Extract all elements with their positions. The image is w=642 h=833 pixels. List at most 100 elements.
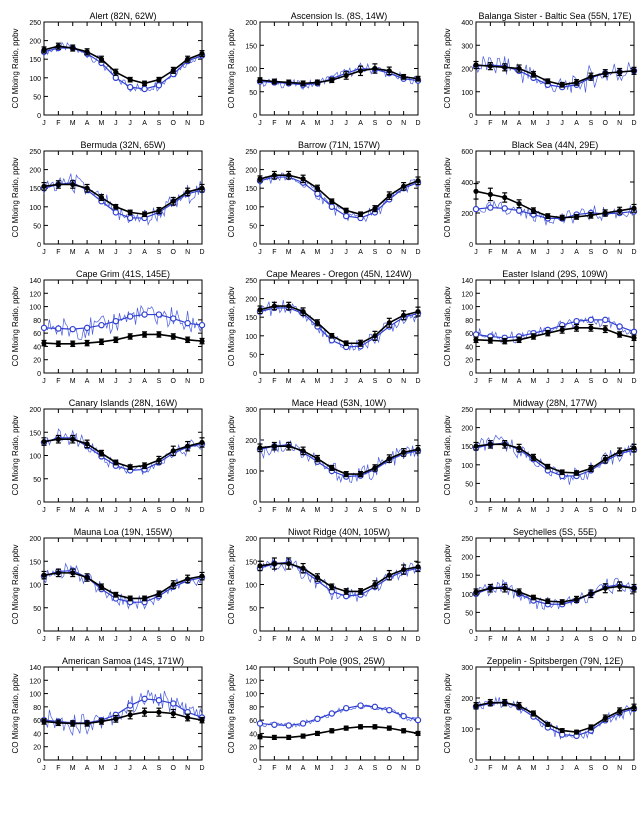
svg-text:0: 0 bbox=[253, 242, 257, 249]
svg-text:250: 250 bbox=[29, 20, 41, 27]
chart-panel: American Samoa (14S, 171W)CO Mixing Rati… bbox=[8, 653, 218, 778]
svg-text:140: 140 bbox=[29, 665, 41, 672]
svg-text:0: 0 bbox=[37, 500, 41, 507]
svg-text:200: 200 bbox=[461, 211, 473, 218]
svg-text:300: 300 bbox=[461, 43, 473, 50]
svg-text:J: J bbox=[560, 378, 564, 385]
svg-text:100: 100 bbox=[245, 469, 257, 476]
svg-text:CO Mixing Ratio, ppbv: CO Mixing Ratio, ppbv bbox=[443, 28, 452, 108]
svg-text:F: F bbox=[488, 249, 492, 256]
svg-text:M: M bbox=[502, 507, 508, 514]
svg-text:N: N bbox=[617, 378, 622, 385]
svg-text:CO Mixing Ratio, ppbv: CO Mixing Ratio, ppbv bbox=[443, 286, 452, 366]
svg-text:400: 400 bbox=[461, 180, 473, 187]
svg-text:120: 120 bbox=[29, 291, 41, 298]
svg-text:O: O bbox=[171, 765, 177, 772]
svg-text:F: F bbox=[56, 765, 60, 772]
svg-text:60: 60 bbox=[249, 718, 257, 725]
svg-text:A: A bbox=[301, 378, 306, 385]
svg-text:Midway (28N, 177W): Midway (28N, 177W) bbox=[513, 398, 597, 408]
svg-text:0: 0 bbox=[253, 113, 257, 120]
svg-text:M: M bbox=[286, 507, 292, 514]
svg-text:S: S bbox=[589, 249, 594, 256]
svg-text:A: A bbox=[301, 249, 306, 256]
svg-text:Canary Islands (28N, 16W): Canary Islands (28N, 16W) bbox=[69, 398, 178, 408]
svg-text:150: 150 bbox=[245, 559, 257, 566]
svg-text:CO Mixing Ratio, ppbv: CO Mixing Ratio, ppbv bbox=[11, 157, 20, 237]
svg-text:M: M bbox=[99, 378, 105, 385]
svg-text:Zeppelin - Spitsbergen (79N, 1: Zeppelin - Spitsbergen (79N, 12E) bbox=[487, 656, 624, 666]
svg-text:N: N bbox=[617, 636, 622, 643]
svg-text:Bermuda (32N, 65W): Bermuda (32N, 65W) bbox=[80, 140, 165, 150]
svg-text:J: J bbox=[330, 378, 334, 385]
svg-text:100: 100 bbox=[29, 583, 41, 590]
svg-text:D: D bbox=[199, 507, 204, 514]
svg-text:250: 250 bbox=[245, 149, 257, 156]
svg-text:A: A bbox=[358, 249, 363, 256]
svg-text:A: A bbox=[85, 636, 90, 643]
svg-text:150: 150 bbox=[461, 573, 473, 580]
svg-text:M: M bbox=[99, 507, 105, 514]
svg-text:J: J bbox=[344, 765, 348, 772]
svg-text:CO Mixing Ratio, ppbv: CO Mixing Ratio, ppbv bbox=[11, 286, 20, 366]
svg-text:J: J bbox=[42, 636, 46, 643]
svg-text:CO Mixing Ratio, ppbv: CO Mixing Ratio, ppbv bbox=[11, 673, 20, 753]
svg-text:South Pole (90S, 25W): South Pole (90S, 25W) bbox=[293, 656, 385, 666]
svg-text:S: S bbox=[373, 765, 378, 772]
svg-text:100: 100 bbox=[29, 76, 41, 83]
svg-text:D: D bbox=[631, 120, 636, 127]
svg-text:S: S bbox=[157, 120, 162, 127]
svg-text:M: M bbox=[502, 765, 508, 772]
svg-text:M: M bbox=[70, 636, 76, 643]
svg-text:M: M bbox=[315, 507, 321, 514]
svg-text:CO Mixing Ratio, ppbv: CO Mixing Ratio, ppbv bbox=[11, 28, 20, 108]
svg-text:M: M bbox=[531, 249, 537, 256]
svg-text:M: M bbox=[315, 636, 321, 643]
svg-text:200: 200 bbox=[461, 426, 473, 433]
svg-text:A: A bbox=[574, 765, 579, 772]
svg-text:F: F bbox=[272, 120, 276, 127]
svg-text:0: 0 bbox=[469, 500, 473, 507]
svg-text:100: 100 bbox=[245, 692, 257, 699]
svg-text:F: F bbox=[56, 507, 60, 514]
svg-text:D: D bbox=[415, 765, 420, 772]
svg-text:S: S bbox=[157, 636, 162, 643]
svg-text:O: O bbox=[171, 507, 177, 514]
svg-text:A: A bbox=[574, 378, 579, 385]
svg-text:F: F bbox=[272, 636, 276, 643]
svg-text:A: A bbox=[85, 378, 90, 385]
svg-text:A: A bbox=[517, 636, 522, 643]
svg-text:F: F bbox=[272, 507, 276, 514]
svg-text:D: D bbox=[415, 378, 420, 385]
svg-text:100: 100 bbox=[461, 592, 473, 599]
svg-text:N: N bbox=[185, 120, 190, 127]
svg-text:200: 200 bbox=[29, 39, 41, 46]
svg-text:M: M bbox=[502, 636, 508, 643]
svg-text:J: J bbox=[344, 249, 348, 256]
svg-text:J: J bbox=[474, 507, 478, 514]
svg-text:A: A bbox=[142, 378, 147, 385]
svg-text:J: J bbox=[344, 507, 348, 514]
svg-text:N: N bbox=[401, 636, 406, 643]
svg-text:N: N bbox=[185, 378, 190, 385]
svg-text:200: 200 bbox=[245, 438, 257, 445]
svg-text:A: A bbox=[85, 765, 90, 772]
svg-text:150: 150 bbox=[245, 315, 257, 322]
svg-text:100: 100 bbox=[245, 67, 257, 74]
svg-text:S: S bbox=[589, 378, 594, 385]
svg-text:N: N bbox=[185, 249, 190, 256]
svg-text:M: M bbox=[286, 636, 292, 643]
svg-text:J: J bbox=[114, 636, 118, 643]
svg-text:M: M bbox=[99, 249, 105, 256]
svg-text:O: O bbox=[603, 765, 609, 772]
svg-text:100: 100 bbox=[461, 305, 473, 312]
svg-text:J: J bbox=[474, 765, 478, 772]
svg-text:250: 250 bbox=[461, 536, 473, 543]
svg-text:0: 0 bbox=[469, 113, 473, 120]
svg-text:Easter Island (29S, 109W): Easter Island (29S, 109W) bbox=[502, 269, 608, 279]
chart-panel: Bermuda (32N, 65W)CO Mixing Ratio, ppbv0… bbox=[8, 137, 218, 262]
svg-text:A: A bbox=[358, 636, 363, 643]
svg-text:40: 40 bbox=[249, 731, 257, 738]
svg-text:100: 100 bbox=[245, 205, 257, 212]
svg-text:0: 0 bbox=[469, 758, 473, 765]
